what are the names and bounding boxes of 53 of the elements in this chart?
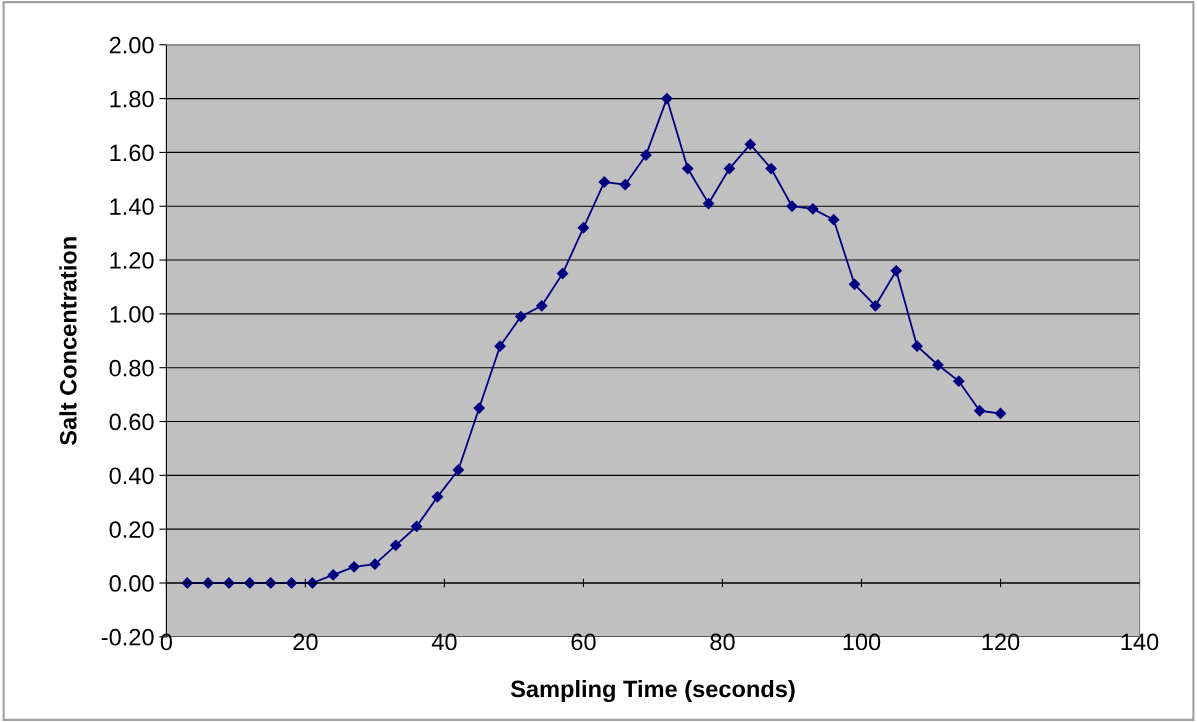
point [682, 162, 694, 175]
point [807, 203, 819, 215]
point [494, 340, 506, 352]
point [348, 561, 360, 573]
point [974, 405, 986, 417]
point [577, 222, 590, 234]
point [744, 138, 756, 150]
point [828, 214, 840, 226]
point [515, 310, 527, 323]
y-tick-label: 1.60 [110, 144, 154, 162]
point [911, 340, 923, 352]
x-tick-label: 120 [982, 633, 1020, 651]
point [390, 539, 402, 551]
y-axis-title: Salt Concentration [59, 237, 77, 446]
point [661, 92, 673, 105]
point [327, 569, 339, 581]
point [786, 200, 798, 212]
point [619, 179, 631, 191]
point [452, 464, 464, 476]
y-tick-label: 0.40 [109, 467, 154, 485]
point [994, 407, 1007, 420]
point [473, 402, 485, 414]
y-tick-label: 0.00 [109, 575, 154, 592]
point [411, 520, 423, 533]
x-tick-label: 140 [1121, 633, 1159, 651]
point [890, 265, 902, 277]
x-tick-label: 0 [160, 633, 173, 651]
y-tick-label: -0.20 [101, 628, 154, 646]
x-tick-label: 40 [431, 633, 457, 651]
x-tick-label: 80 [710, 633, 735, 651]
point [848, 278, 861, 290]
y-tick-label: 0.60 [109, 413, 154, 431]
point [431, 491, 444, 503]
point [953, 375, 965, 387]
x-tick-label: 20 [293, 633, 318, 651]
point [723, 162, 736, 175]
point [536, 300, 548, 312]
x-tick-label: 100 [843, 633, 881, 651]
x-axis-title: Sampling Time (seconds) [510, 679, 795, 703]
y-tick-label: 2.00 [109, 36, 154, 54]
y-tick-label: 0.80 [109, 359, 154, 377]
y-tick-label: 1.80 [110, 90, 154, 108]
point [369, 558, 381, 570]
y-tick-label: 0.20 [109, 521, 154, 538]
y-tick-label: 1.20 [110, 252, 154, 269]
y-tick-label: 1.40 [110, 198, 154, 216]
x-tick-label: 60 [571, 633, 596, 651]
point [765, 162, 777, 175]
point [869, 300, 882, 312]
point [556, 267, 569, 280]
point [598, 176, 610, 188]
point [702, 197, 715, 210]
y-tick-label: 1.00 [110, 305, 154, 323]
